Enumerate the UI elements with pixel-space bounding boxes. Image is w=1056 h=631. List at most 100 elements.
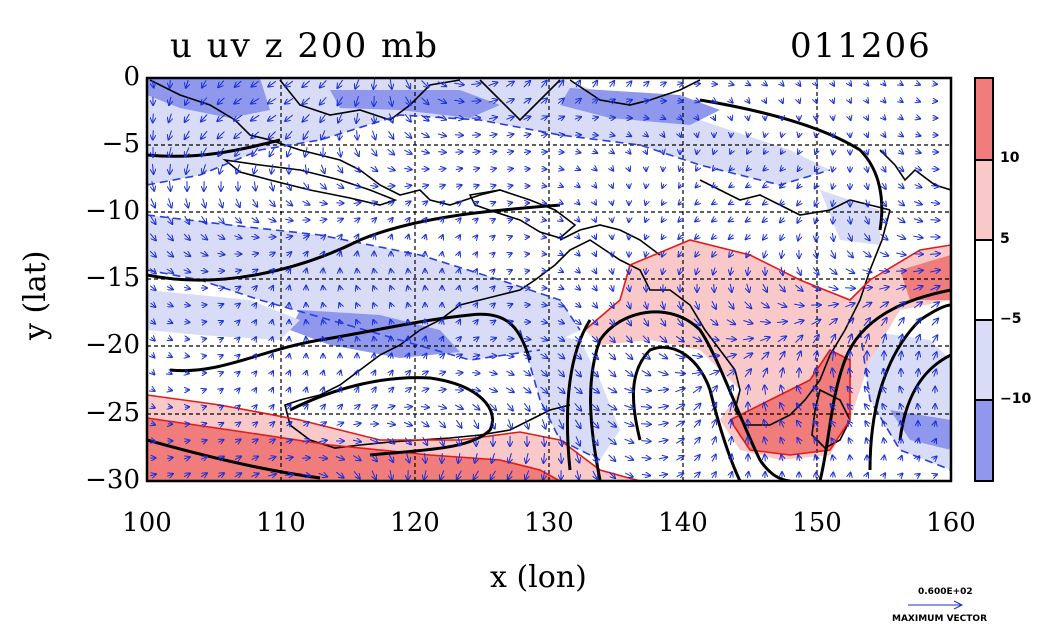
wind-vector: [590, 403, 599, 411]
wind-vector: [254, 354, 256, 357]
wind-vector: [491, 202, 495, 204]
wind-vector: [202, 80, 206, 87]
wind-vector: [488, 82, 498, 85]
wind-vector: [219, 406, 223, 408]
wind-vector: [523, 402, 529, 411]
wind-vector: [730, 472, 732, 479]
wind-vector: [883, 473, 885, 477]
wind-vector: [167, 457, 172, 458]
wind-vector: [781, 167, 784, 170]
wind-vector: [407, 354, 409, 359]
wind-vector: [607, 437, 616, 444]
wind-vector: [933, 352, 936, 360]
wind-vector: [815, 184, 818, 189]
wind-vector: [472, 135, 480, 136]
wind-vector: [863, 318, 870, 327]
wind-vector: [662, 201, 664, 205]
wind-vector: [270, 269, 274, 273]
wind-vector: [608, 471, 615, 478]
wind-vector: [896, 286, 905, 289]
wind-vector: [339, 147, 341, 156]
wind-vector: [389, 113, 392, 123]
wind-vector: [406, 79, 410, 89]
wind-vector: [645, 218, 647, 222]
wind-vector: [508, 470, 513, 480]
wind-vector: [645, 301, 647, 308]
wind-vector: [339, 387, 341, 392]
wind-vector: [679, 201, 682, 204]
wind-vector: [304, 252, 307, 257]
wind-vector: [608, 369, 616, 377]
wind-vector: [153, 130, 154, 139]
wind-vector: [219, 338, 223, 340]
wind-vector: [235, 147, 242, 156]
wind-vector: [217, 114, 226, 121]
wind-vector: [918, 404, 919, 411]
wind-vector: [763, 234, 767, 239]
wind-vector: [900, 387, 903, 394]
wind-vector: [900, 335, 903, 344]
wind-vector: [641, 458, 651, 459]
wind-vector: [628, 301, 631, 309]
wind-vector: [695, 219, 699, 222]
wind-vector: [798, 233, 800, 241]
wind-vector: [629, 218, 630, 222]
wind-vector: [576, 151, 581, 152]
wind-vector: [475, 269, 477, 273]
wind-vector: [712, 100, 716, 103]
wind-vector: [424, 337, 425, 342]
wind-vector: [523, 386, 530, 392]
wind-vector: [657, 406, 668, 408]
colorbar-band-5: [975, 400, 993, 481]
wind-vector: [659, 82, 666, 85]
wind-vector: [540, 354, 548, 358]
wind-vector: [913, 219, 922, 222]
wind-vector: [659, 335, 667, 342]
wind-vector: [301, 474, 311, 475]
wind-vector: [439, 185, 445, 187]
wind-vector: [271, 164, 273, 173]
wind-vector: [865, 216, 868, 223]
wind-vector: [658, 457, 667, 459]
wind-vector: [185, 424, 190, 425]
wind-vector: [712, 437, 715, 446]
wind-vector: [917, 352, 919, 361]
wind-vector: [833, 473, 834, 478]
wind-vector: [306, 320, 307, 324]
wind-vector: [184, 305, 190, 306]
colorbar-tick-label: 5: [1000, 231, 1010, 247]
wind-vector: [542, 288, 547, 289]
wind-vector: [729, 386, 733, 395]
wind-vector: [169, 147, 171, 157]
wind-vector: [475, 453, 478, 463]
wind-vector: [866, 166, 867, 172]
wind-vector: [540, 116, 548, 119]
wind-vector: [441, 235, 443, 239]
wind-vector: [288, 371, 290, 375]
wind-vector: [200, 234, 207, 239]
wind-vector: [236, 304, 240, 307]
wind-vector: [335, 471, 343, 478]
wind-vector: [509, 419, 512, 428]
wind-vector: [421, 151, 429, 153]
wind-vector: [592, 135, 598, 136]
wind-vector: [322, 371, 323, 376]
wind-vector: [593, 302, 597, 307]
wind-vector: [390, 286, 391, 290]
wind-vector: [676, 456, 683, 460]
wind-vector: [709, 338, 718, 341]
wind-vector: [778, 284, 785, 292]
wind-vector: [897, 318, 904, 327]
wind-vector: [202, 423, 207, 425]
wind-vector: [404, 185, 412, 186]
wind-vector: [574, 419, 580, 428]
wind-vector: [387, 437, 395, 443]
wind-vector: [302, 440, 310, 442]
wind-vector: [676, 83, 683, 85]
wind-vector: [442, 320, 443, 325]
wind-vector: [408, 320, 409, 324]
wind-vector: [780, 233, 783, 240]
wind-vector: [797, 438, 800, 445]
wind-vector: [713, 167, 715, 170]
wind-vector: [185, 339, 189, 340]
